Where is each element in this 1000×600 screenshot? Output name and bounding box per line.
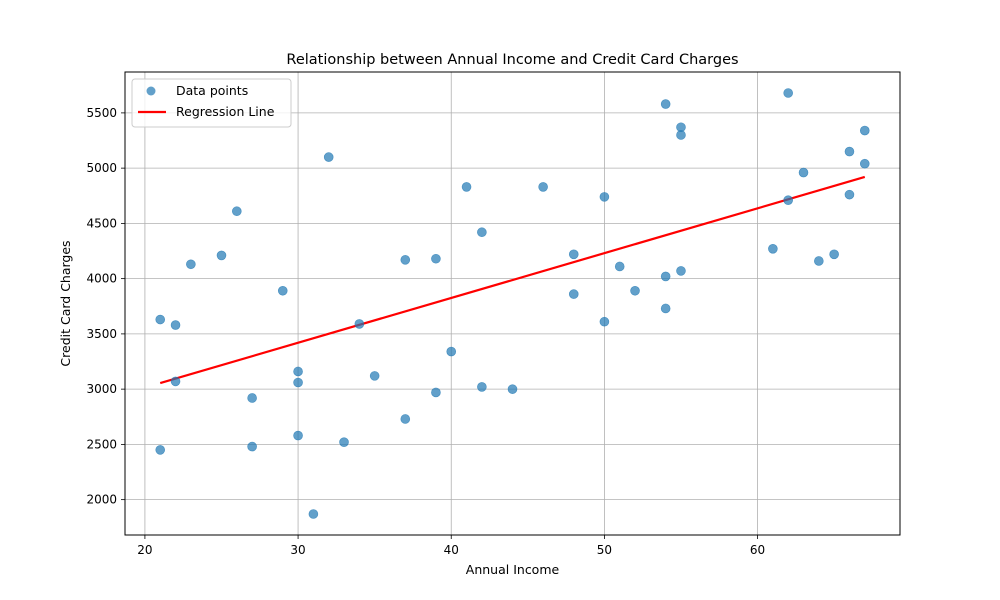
data-point <box>676 266 686 276</box>
data-point <box>155 445 166 455</box>
data-point <box>660 99 671 109</box>
chart-title: Relationship between Annual Income and C… <box>286 52 738 68</box>
data-point <box>507 384 518 394</box>
data-point <box>859 158 870 169</box>
data-point <box>170 376 181 387</box>
legend-label-regression-line: Regression Line <box>176 104 275 119</box>
y-tick-label: 4000 <box>86 272 117 286</box>
y-tick-label: 2000 <box>86 493 117 507</box>
data-point <box>216 250 227 261</box>
data-point <box>308 509 319 519</box>
y-tick-label: 3000 <box>86 382 117 396</box>
legend-box <box>131 78 292 128</box>
data-point <box>461 182 472 192</box>
data-point <box>568 289 579 299</box>
data-point <box>186 259 196 270</box>
x-tick-label: 50 <box>597 543 612 557</box>
data-point <box>630 285 640 296</box>
data-point <box>247 441 257 452</box>
data-point <box>293 377 303 388</box>
x-tick-label: 20 <box>137 543 152 557</box>
legend: Data points Regression Line <box>131 78 292 128</box>
data-point <box>446 346 457 357</box>
data-point <box>660 271 671 282</box>
data-point <box>155 314 166 325</box>
data-point <box>431 253 441 264</box>
data-point <box>829 249 839 260</box>
y-tick-label: 5500 <box>86 106 117 120</box>
data-point <box>354 319 365 329</box>
data-point <box>798 167 809 178</box>
x-tick-label: 60 <box>750 543 765 557</box>
x-axis-label: Annual Income <box>466 562 560 577</box>
data-point <box>477 227 487 238</box>
y-axis-label: Credit Card Charges <box>58 240 73 366</box>
data-point <box>676 130 686 140</box>
plot-frame <box>124 71 901 536</box>
data-point <box>844 146 855 157</box>
data-point <box>599 316 610 327</box>
data-point <box>477 382 487 392</box>
regression-line-layer <box>159 175 866 385</box>
data-point <box>768 244 778 254</box>
data-points-layer <box>155 88 870 519</box>
regression-line <box>159 175 866 385</box>
data-point <box>400 255 411 265</box>
legend-marker-data-points <box>146 86 156 96</box>
data-point <box>844 189 855 200</box>
data-point <box>232 206 242 217</box>
data-point <box>369 371 380 381</box>
data-point <box>293 430 303 441</box>
y-tick-label: 4500 <box>86 216 117 230</box>
data-point <box>859 125 870 136</box>
data-point <box>293 366 303 377</box>
data-point <box>277 285 288 296</box>
data-point <box>814 256 824 266</box>
data-point <box>783 195 793 205</box>
data-point <box>599 192 610 202</box>
data-point <box>660 303 671 314</box>
data-point <box>431 387 441 398</box>
data-point <box>339 437 349 447</box>
axis-ticks: 20 30 40 50 60 2000 2500 3000 3500 4000 4500 5000 55… <box>86 106 765 557</box>
x-tick-label: 30 <box>290 543 305 557</box>
data-point <box>170 320 181 330</box>
y-tick-label: 3500 <box>86 327 117 341</box>
y-tick-label: 5000 <box>86 161 117 175</box>
data-point <box>400 414 411 424</box>
data-point <box>538 182 548 192</box>
data-point <box>568 249 579 260</box>
data-point <box>323 152 334 162</box>
x-tick-label: 40 <box>444 543 459 557</box>
data-point <box>247 393 257 403</box>
y-tick-label: 2500 <box>86 437 117 451</box>
data-point <box>783 88 793 98</box>
data-point <box>614 261 625 272</box>
legend-label-data-points: Data points <box>176 83 248 98</box>
grid <box>125 72 900 535</box>
